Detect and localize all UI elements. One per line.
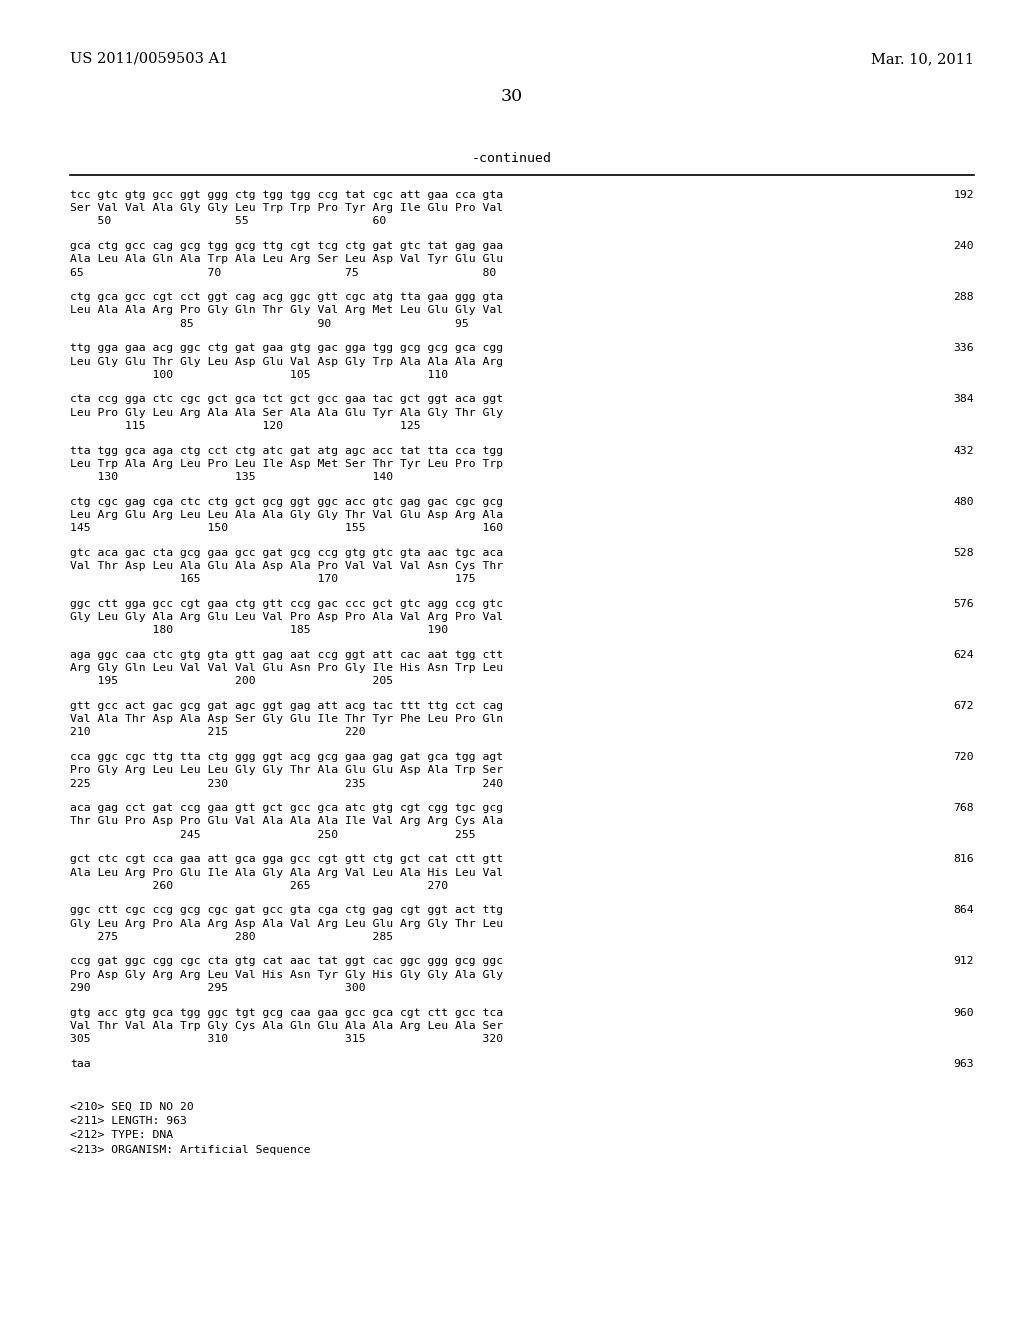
Text: Val Thr Asp Leu Ala Glu Ala Asp Ala Pro Val Val Val Asn Cys Thr: Val Thr Asp Leu Ala Glu Ala Asp Ala Pro … <box>70 561 503 572</box>
Text: Leu Gly Glu Thr Gly Leu Asp Glu Val Asp Gly Trp Ala Ala Ala Arg: Leu Gly Glu Thr Gly Leu Asp Glu Val Asp … <box>70 356 503 367</box>
Text: 245                 250                 255: 245 250 255 <box>70 829 475 840</box>
Text: 275                 280                 285: 275 280 285 <box>70 932 393 941</box>
Text: 290                 295                 300: 290 295 300 <box>70 983 366 993</box>
Text: 225                 230                 235                 240: 225 230 235 240 <box>70 779 503 788</box>
Text: 288: 288 <box>953 292 974 302</box>
Text: ctg cgc gag cga ctc ctg gct gcg ggt ggc acc gtc gag gac cgc gcg: ctg cgc gag cga ctc ctg gct gcg ggt ggc … <box>70 496 503 507</box>
Text: gtc aca gac cta gcg gaa gcc gat gcg ccg gtg gtc gta aac tgc aca: gtc aca gac cta gcg gaa gcc gat gcg ccg … <box>70 548 503 557</box>
Text: 672: 672 <box>953 701 974 711</box>
Text: <213> ORGANISM: Artificial Sequence: <213> ORGANISM: Artificial Sequence <box>70 1144 310 1155</box>
Text: 528: 528 <box>953 548 974 557</box>
Text: gtg acc gtg gca tgg ggc tgt gcg caa gaa gcc gca cgt ctt gcc tca: gtg acc gtg gca tgg ggc tgt gcg caa gaa … <box>70 1007 503 1018</box>
Text: Thr Glu Pro Asp Pro Glu Val Ala Ala Ala Ile Val Arg Arg Cys Ala: Thr Glu Pro Asp Pro Glu Val Ala Ala Ala … <box>70 816 503 826</box>
Text: ccg gat ggc cgg cgc cta gtg cat aac tat ggt cac ggc ggg gcg ggc: ccg gat ggc cgg cgc cta gtg cat aac tat … <box>70 957 503 966</box>
Text: aca gag cct gat ccg gaa gtt gct gcc gca atc gtg cgt cgg tgc gcg: aca gag cct gat ccg gaa gtt gct gcc gca … <box>70 803 503 813</box>
Text: 305                 310                 315                 320: 305 310 315 320 <box>70 1034 503 1044</box>
Text: 624: 624 <box>953 649 974 660</box>
Text: taa: taa <box>70 1059 91 1069</box>
Text: 768: 768 <box>953 803 974 813</box>
Text: cta ccg gga ctc cgc gct gca tct gct gcc gaa tac gct ggt aca ggt: cta ccg gga ctc cgc gct gca tct gct gcc … <box>70 395 503 404</box>
Text: 720: 720 <box>953 752 974 762</box>
Text: US 2011/0059503 A1: US 2011/0059503 A1 <box>70 51 228 66</box>
Text: 165                 170                 175: 165 170 175 <box>70 574 475 585</box>
Text: Val Ala Thr Asp Ala Asp Ser Gly Glu Ile Thr Tyr Phe Leu Pro Gln: Val Ala Thr Asp Ala Asp Ser Gly Glu Ile … <box>70 714 503 725</box>
Text: gtt gcc act gac gcg gat agc ggt gag att acg tac ttt ttg cct cag: gtt gcc act gac gcg gat agc ggt gag att … <box>70 701 503 711</box>
Text: Val Thr Val Ala Trp Gly Cys Ala Gln Glu Ala Ala Arg Leu Ala Ser: Val Thr Val Ala Trp Gly Cys Ala Gln Glu … <box>70 1020 503 1031</box>
Text: gca ctg gcc cag gcg tgg gcg ttg cgt tcg ctg gat gtc tat gag gaa: gca ctg gcc cag gcg tgg gcg ttg cgt tcg … <box>70 242 503 251</box>
Text: 192: 192 <box>953 190 974 201</box>
Text: 912: 912 <box>953 957 974 966</box>
Text: <210> SEQ ID NO 20: <210> SEQ ID NO 20 <box>70 1101 194 1111</box>
Text: 480: 480 <box>953 496 974 507</box>
Text: 864: 864 <box>953 906 974 915</box>
Text: 260                 265                 270: 260 265 270 <box>70 880 449 891</box>
Text: cca ggc cgc ttg tta ctg ggg ggt acg gcg gaa gag gat gca tgg agt: cca ggc cgc ttg tta ctg ggg ggt acg gcg … <box>70 752 503 762</box>
Text: 963: 963 <box>953 1059 974 1069</box>
Text: 384: 384 <box>953 395 974 404</box>
Text: Mar. 10, 2011: Mar. 10, 2011 <box>871 51 974 66</box>
Text: 816: 816 <box>953 854 974 865</box>
Text: gct ctc cgt cca gaa att gca gga gcc cgt gtt ctg gct cat ctt gtt: gct ctc cgt cca gaa att gca gga gcc cgt … <box>70 854 503 865</box>
Text: Pro Gly Arg Leu Leu Leu Gly Gly Thr Ala Glu Glu Asp Ala Trp Ser: Pro Gly Arg Leu Leu Leu Gly Gly Thr Ala … <box>70 766 503 775</box>
Text: aga ggc caa ctc gtg gta gtt gag aat ccg ggt att cac aat tgg ctt: aga ggc caa ctc gtg gta gtt gag aat ccg … <box>70 649 503 660</box>
Text: Arg Gly Gln Leu Val Val Val Glu Asn Pro Gly Ile His Asn Trp Leu: Arg Gly Gln Leu Val Val Val Glu Asn Pro … <box>70 663 503 673</box>
Text: 432: 432 <box>953 446 974 455</box>
Text: 210                 215                 220: 210 215 220 <box>70 727 366 738</box>
Text: 130                 135                 140: 130 135 140 <box>70 473 393 482</box>
Text: 145                 150                 155                 160: 145 150 155 160 <box>70 523 503 533</box>
Text: <211> LENGTH: 963: <211> LENGTH: 963 <box>70 1115 186 1126</box>
Text: ggc ctt cgc ccg gcg cgc gat gcc gta cga ctg gag cgt ggt act ttg: ggc ctt cgc ccg gcg cgc gat gcc gta cga … <box>70 906 503 915</box>
Text: 336: 336 <box>953 343 974 354</box>
Text: -continued: -continued <box>472 152 552 165</box>
Text: 115                 120                 125: 115 120 125 <box>70 421 421 430</box>
Text: Ser Val Val Ala Gly Gly Leu Trp Trp Pro Tyr Arg Ile Glu Pro Val: Ser Val Val Ala Gly Gly Leu Trp Trp Pro … <box>70 203 503 214</box>
Text: Leu Trp Ala Arg Leu Pro Leu Ile Asp Met Ser Thr Tyr Leu Pro Trp: Leu Trp Ala Arg Leu Pro Leu Ile Asp Met … <box>70 459 503 469</box>
Text: Leu Pro Gly Leu Arg Ala Ala Ser Ala Ala Glu Tyr Ala Gly Thr Gly: Leu Pro Gly Leu Arg Ala Ala Ser Ala Ala … <box>70 408 503 417</box>
Text: 240: 240 <box>953 242 974 251</box>
Text: tta tgg gca aga ctg cct ctg atc gat atg agc acc tat tta cca tgg: tta tgg gca aga ctg cct ctg atc gat atg … <box>70 446 503 455</box>
Text: Gly Leu Arg Pro Ala Arg Asp Ala Val Arg Leu Glu Arg Gly Thr Leu: Gly Leu Arg Pro Ala Arg Asp Ala Val Arg … <box>70 919 503 928</box>
Text: 195                 200                 205: 195 200 205 <box>70 676 393 686</box>
Text: Leu Arg Glu Arg Leu Leu Ala Ala Gly Gly Thr Val Glu Asp Arg Ala: Leu Arg Glu Arg Leu Leu Ala Ala Gly Gly … <box>70 510 503 520</box>
Text: 960: 960 <box>953 1007 974 1018</box>
Text: Ala Leu Arg Pro Glu Ile Ala Gly Ala Arg Val Leu Ala His Leu Val: Ala Leu Arg Pro Glu Ile Ala Gly Ala Arg … <box>70 867 503 878</box>
Text: 30: 30 <box>501 88 523 106</box>
Text: 85                  90                  95: 85 90 95 <box>70 318 469 329</box>
Text: 180                 185                 190: 180 185 190 <box>70 626 449 635</box>
Text: ctg gca gcc cgt cct ggt cag acg ggc gtt cgc atg tta gaa ggg gta: ctg gca gcc cgt cct ggt cag acg ggc gtt … <box>70 292 503 302</box>
Text: Ala Leu Ala Gln Ala Trp Ala Leu Arg Ser Leu Asp Val Tyr Glu Glu: Ala Leu Ala Gln Ala Trp Ala Leu Arg Ser … <box>70 255 503 264</box>
Text: 65                  70                  75                  80: 65 70 75 80 <box>70 268 497 277</box>
Text: <212> TYPE: DNA: <212> TYPE: DNA <box>70 1130 173 1140</box>
Text: ggc ctt gga gcc cgt gaa ctg gtt ccg gac ccc gct gtc agg ccg gtc: ggc ctt gga gcc cgt gaa ctg gtt ccg gac … <box>70 599 503 609</box>
Text: Leu Ala Ala Arg Pro Gly Gln Thr Gly Val Arg Met Leu Glu Gly Val: Leu Ala Ala Arg Pro Gly Gln Thr Gly Val … <box>70 305 503 315</box>
Text: 576: 576 <box>953 599 974 609</box>
Text: ttg gga gaa acg ggc ctg gat gaa gtg gac gga tgg gcg gcg gca cgg: ttg gga gaa acg ggc ctg gat gaa gtg gac … <box>70 343 503 354</box>
Text: 100                 105                 110: 100 105 110 <box>70 370 449 380</box>
Text: 50                  55                  60: 50 55 60 <box>70 216 386 227</box>
Text: Pro Asp Gly Arg Arg Leu Val His Asn Tyr Gly His Gly Gly Ala Gly: Pro Asp Gly Arg Arg Leu Val His Asn Tyr … <box>70 970 503 979</box>
Text: Gly Leu Gly Ala Arg Glu Leu Val Pro Asp Pro Ala Val Arg Pro Val: Gly Leu Gly Ala Arg Glu Leu Val Pro Asp … <box>70 612 503 622</box>
Text: tcc gtc gtg gcc ggt ggg ctg tgg tgg ccg tat cgc att gaa cca gta: tcc gtc gtg gcc ggt ggg ctg tgg tgg ccg … <box>70 190 503 201</box>
